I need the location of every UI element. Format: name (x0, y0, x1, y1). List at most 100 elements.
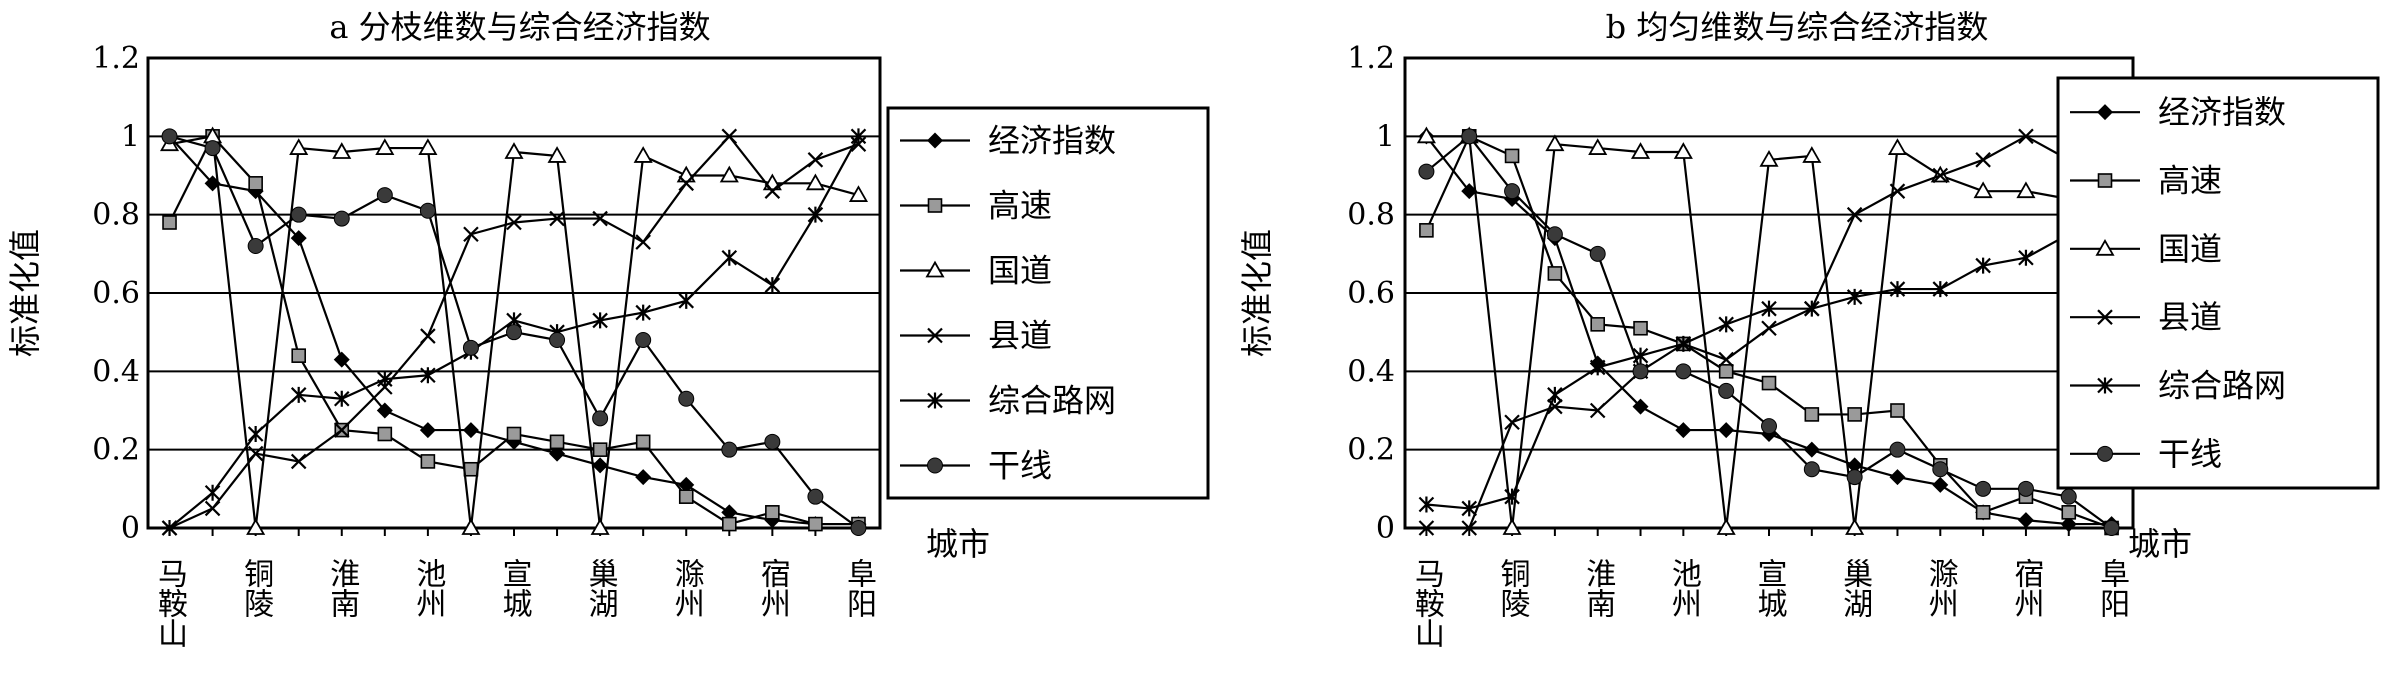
data-point (1502, 518, 1522, 535)
data-point (1633, 320, 1648, 336)
series-line (1425, 134, 2113, 529)
data-point (807, 206, 824, 223)
panel-a: a 分枝维数与综合经济指数 0 0.2 0.4 0.6 0.8 1 1.2 马鞍山 铜陵 淮南 池州宣… (6, 8, 1210, 648)
y-tick-label: 0.8 (92, 198, 140, 233)
data-point (1890, 403, 1905, 418)
data-point (332, 142, 352, 159)
data-point (1588, 138, 1608, 155)
data-point (592, 210, 608, 227)
data-point (848, 185, 869, 202)
data-point (635, 234, 651, 250)
data-point (765, 505, 780, 520)
data-point (333, 390, 350, 407)
x-tick-label: 池州 (1666, 558, 1702, 618)
legend-label: 经济指数 (988, 122, 1116, 160)
data-point (463, 226, 479, 243)
data-point (1804, 300, 1820, 317)
data-point (2103, 520, 2120, 536)
data-point (549, 210, 565, 227)
data-point (1889, 469, 1906, 486)
data-point (420, 328, 436, 344)
y-tick-label: 0.6 (92, 276, 140, 311)
x-tick-label: 滁州 (1923, 558, 1959, 618)
data-point (1547, 398, 1563, 415)
y-axis-label: 标准化值 (1238, 229, 1276, 357)
legend-marker (2095, 239, 2115, 256)
data-point (2061, 505, 2077, 520)
data-point (1675, 363, 1692, 380)
data-point (1461, 500, 1478, 517)
data-point (376, 402, 393, 419)
data-point (1932, 167, 1949, 184)
x-tick-label: 淮南 (324, 558, 359, 618)
legend-frame (886, 106, 1210, 500)
data-point (850, 128, 867, 145)
data-point (764, 277, 781, 294)
data-point (290, 230, 307, 247)
data-point (635, 332, 652, 348)
y-tick-label: 0 (121, 511, 140, 546)
x-tick-label: 铜陵 (1495, 558, 1531, 618)
data-point (1718, 316, 1734, 333)
x-axis-label: 城市 (2128, 525, 2192, 563)
legend-label: 国道 (988, 252, 1052, 290)
legend-label: 综合路网 (988, 382, 1116, 420)
legend-marker (927, 457, 943, 474)
y-tick-label: 1.2 (92, 41, 140, 76)
data-point (1973, 181, 1993, 199)
data-point (504, 142, 524, 159)
data-point (2060, 488, 2077, 505)
x-tick-label: 宣城 (1752, 558, 1787, 618)
x-tick-label: 马鞍山 (152, 558, 187, 648)
data-point (1545, 134, 1565, 152)
data-point (1547, 386, 1563, 403)
data-point (247, 445, 264, 462)
data-point (420, 367, 436, 384)
y-tick-label: 0.4 (1347, 354, 1395, 389)
data-point (1590, 317, 1606, 332)
data-point (418, 138, 438, 155)
data-point (1419, 223, 1434, 238)
data-point (1675, 422, 1692, 439)
data-point (419, 422, 436, 439)
legend-marker (2097, 309, 2113, 325)
data-point (2017, 480, 2034, 497)
data-point (462, 422, 479, 439)
data-point (1589, 245, 1606, 262)
data-point (1846, 288, 1863, 305)
data-point (1461, 520, 1478, 536)
y-tick-label: 0.6 (1347, 276, 1395, 311)
panel-b: b 均匀维数与综合经济指数 0 0.2 0.4 0.6 0.8 1 1.2 马鞍山 铜陵 淮南 池州宣… (1238, 8, 2380, 648)
data-point (678, 175, 695, 192)
data-point (635, 304, 651, 321)
data-point (2018, 249, 2034, 266)
legend-marker (2097, 445, 2113, 462)
data-point (635, 434, 651, 450)
data-point (1932, 476, 1949, 493)
data-point (1589, 359, 1606, 376)
data-point (721, 504, 738, 521)
data-point (721, 128, 738, 145)
x-tick-label: 铜陵 (238, 558, 274, 618)
data-point (1632, 398, 1649, 415)
legend-frame (2056, 76, 2380, 490)
data-point (1504, 414, 1520, 431)
data-point (1416, 126, 1436, 144)
data-point (333, 422, 350, 438)
y-tick-label: 0.8 (1347, 198, 1395, 233)
series-line (1426, 135, 2113, 530)
series-line (1425, 135, 2112, 526)
x-tick-label: 淮南 (1580, 558, 1615, 618)
data-point (246, 518, 266, 535)
data-point (850, 520, 867, 536)
data-point (549, 434, 565, 450)
legend-label: 高速 (988, 187, 1052, 225)
data-point (1932, 461, 1949, 478)
data-point (1759, 150, 1779, 167)
y-tick-label: 1 (121, 119, 140, 154)
series-asterisk (161, 128, 867, 536)
data-point (1504, 488, 1520, 505)
data-point (549, 445, 566, 462)
data-point (1887, 138, 1908, 155)
